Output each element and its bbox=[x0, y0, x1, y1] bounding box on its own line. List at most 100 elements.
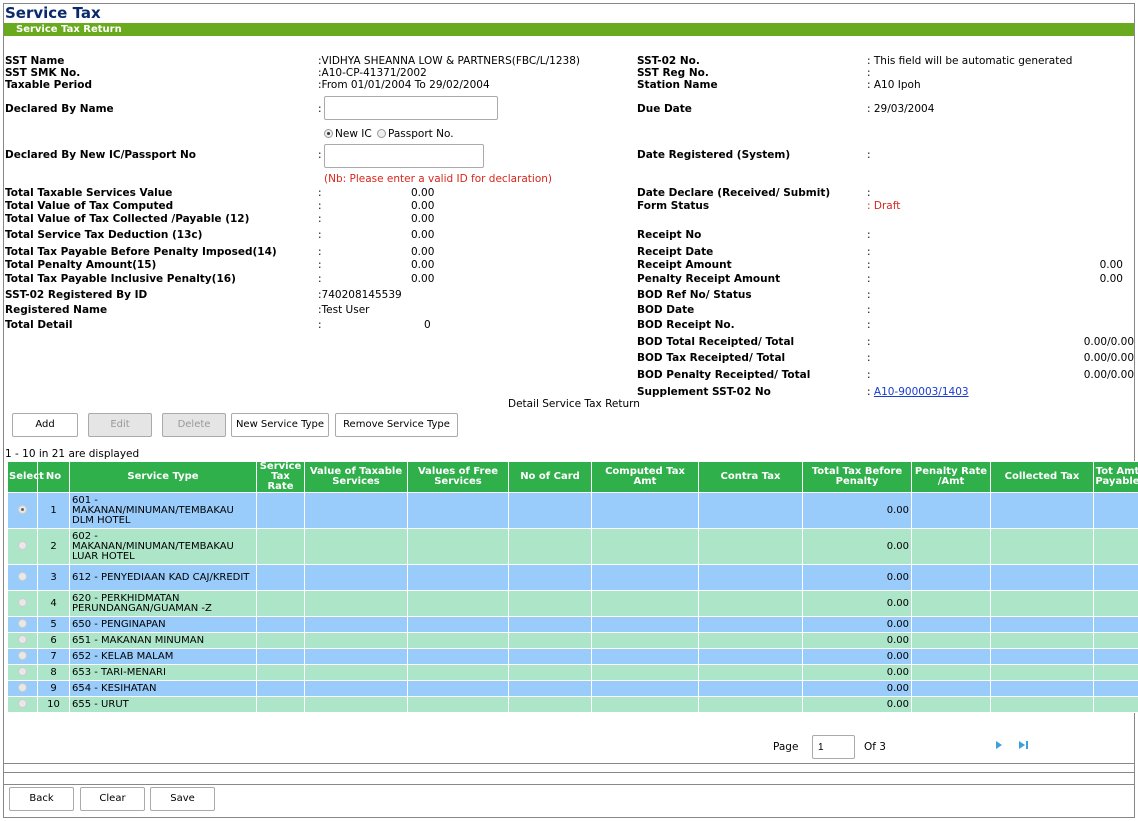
total-detail-colon: : bbox=[318, 319, 322, 331]
total-label: Total Service Tax Deduction (13c) bbox=[5, 229, 203, 241]
date-registered-label: Date Registered (System) bbox=[637, 149, 791, 161]
divider bbox=[4, 784, 1134, 785]
table-row[interactable]: 1 601 - MAKANAN/MINUMAN/TEMBAKAU DLM HOT… bbox=[7, 492, 1138, 529]
row-no: 6 bbox=[37, 632, 70, 649]
sst02-no-label: SST-02 No. bbox=[637, 55, 700, 67]
row-select-radio[interactable] bbox=[18, 682, 27, 692]
table-row[interactable]: 8 653 - TARI-MENARI 0.00 bbox=[7, 664, 1138, 681]
registered-name-value: :Test User bbox=[318, 304, 370, 316]
row-select-radio[interactable] bbox=[18, 650, 27, 660]
total-colon: : bbox=[318, 246, 322, 258]
registered-by-id-value: :740208145539 bbox=[318, 289, 402, 301]
last-page-icon[interactable] bbox=[1018, 740, 1030, 750]
table-row[interactable]: 2 602 - MAKANAN/MINUMAN/TEMBAKAU LUAR HO… bbox=[7, 528, 1138, 565]
col-header-select: Select bbox=[7, 461, 44, 493]
form-status-label: Form Status bbox=[637, 200, 710, 212]
receipt-amount-value: 0.00 bbox=[1099, 259, 1123, 271]
supplement-label: Supplement SST-02 No bbox=[637, 386, 771, 398]
row-select-radio[interactable] bbox=[18, 666, 27, 676]
row-no: 9 bbox=[37, 680, 70, 697]
ic-validation-note: (Nb: Please enter a valid ID for declara… bbox=[324, 173, 553, 185]
date-declare-value: : bbox=[867, 187, 871, 199]
bod-penalty-value: 0.00/0.00 bbox=[1083, 369, 1134, 381]
total-detail-label: Total Detail bbox=[5, 319, 73, 331]
receipt-no-value: : bbox=[867, 229, 871, 241]
row-select-radio[interactable] bbox=[18, 504, 27, 514]
total-label: Total Value of Tax Collected /Payable (1… bbox=[5, 213, 250, 225]
receipt-date-label: Receipt Date bbox=[637, 246, 714, 258]
station-name-value: : A10 Ipoh bbox=[867, 79, 921, 91]
page-number-input[interactable] bbox=[812, 735, 855, 759]
row-select-radio[interactable] bbox=[18, 698, 27, 708]
taxable-period-label: Taxable Period bbox=[5, 79, 92, 91]
col-header-contra-tax: Contra Tax bbox=[698, 461, 803, 493]
total-colon: : bbox=[318, 229, 322, 241]
add-button[interactable]: Add bbox=[12, 413, 78, 437]
sst-smk-value: :A10-CP-41371/2002 bbox=[318, 67, 427, 79]
row-total-tax: 0.00 bbox=[802, 648, 912, 665]
total-value: 0.00 bbox=[411, 259, 435, 271]
row-select-radio[interactable] bbox=[18, 618, 27, 628]
col-header-no-of-card: No of Card bbox=[508, 461, 592, 493]
station-name-label: Station Name bbox=[637, 79, 718, 91]
declared-by-ic-input[interactable] bbox=[324, 144, 484, 168]
clear-button[interactable]: Clear bbox=[80, 787, 145, 811]
sst-name-label: SST Name bbox=[5, 55, 65, 67]
supplement-value: : A10-900003/1403 bbox=[867, 386, 969, 398]
table-row[interactable]: 5 650 - PENGINAPAN 0.00 bbox=[7, 616, 1138, 633]
row-service-type: 651 - MAKANAN MINUMAN bbox=[69, 632, 257, 649]
passport-radio[interactable] bbox=[377, 129, 387, 138]
registered-name-label: Registered Name bbox=[5, 304, 108, 316]
row-no: 1 bbox=[37, 492, 70, 529]
total-colon: : bbox=[318, 213, 322, 225]
row-total-tax: 0.00 bbox=[802, 664, 912, 681]
new-service-type-button[interactable]: New Service Type bbox=[231, 413, 329, 437]
declared-by-name-input[interactable] bbox=[324, 96, 498, 120]
col-header-service-type: Service Type bbox=[69, 461, 257, 493]
total-value: 0.00 bbox=[411, 213, 435, 225]
penalty-receipt-amount-label: Penalty Receipt Amount bbox=[637, 273, 781, 285]
table-row[interactable]: 4 620 - PERKHIDMATAN PERUNDANGAN/GUAMAN … bbox=[7, 590, 1138, 617]
supplement-colon: : bbox=[867, 386, 874, 398]
row-service-type: 654 - KESIHATAN bbox=[69, 680, 257, 697]
total-value: 0.00 bbox=[411, 200, 435, 212]
detail-caption: Detail Service Tax Return bbox=[508, 398, 640, 410]
divider bbox=[4, 763, 1134, 764]
table-header-row: Select No Service Type Service Tax Rate … bbox=[7, 461, 1138, 493]
table-row[interactable]: 3 612 - PENYEDIAAN KAD CAJ/KREDIT 0.00 bbox=[7, 564, 1138, 591]
total-value: 0.00 bbox=[411, 229, 435, 241]
row-select-radio[interactable] bbox=[18, 597, 27, 607]
supplement-link[interactable]: A10-900003/1403 bbox=[873, 386, 969, 398]
service-type-table: Select No Service Type Service Tax Rate … bbox=[7, 461, 1138, 713]
new-ic-radio[interactable] bbox=[324, 129, 333, 138]
table-row[interactable]: 6 651 - MAKANAN MINUMAN 0.00 bbox=[7, 632, 1138, 649]
declared-by-name-label: Declared By Name bbox=[5, 103, 114, 115]
table-row[interactable]: 9 654 - KESIHATAN 0.00 bbox=[7, 680, 1138, 697]
row-service-type: 601 - MAKANAN/MINUMAN/TEMBAKAU DLM HOTEL bbox=[69, 492, 257, 529]
row-select-radio[interactable] bbox=[18, 540, 27, 550]
row-total-tax: 0.00 bbox=[802, 590, 912, 617]
registered-by-id-label: SST-02 Registered By ID bbox=[5, 289, 148, 301]
edit-button[interactable]: Edit bbox=[88, 413, 152, 437]
sst-smk-label: SST SMK No. bbox=[5, 67, 81, 79]
total-label: Total Taxable Services Value bbox=[5, 187, 173, 199]
table-row[interactable]: 10 655 - URUT 0.00 bbox=[7, 696, 1138, 713]
col-header-service-tax-rate: Service Tax Rate bbox=[256, 461, 305, 493]
row-no: 3 bbox=[37, 564, 70, 591]
pager-label: Page bbox=[773, 741, 799, 753]
table-row[interactable]: 7 652 - KELAB MALAM 0.00 bbox=[7, 648, 1138, 665]
row-service-type: 620 - PERKHIDMATAN PERUNDANGAN/GUAMAN -Z bbox=[69, 590, 257, 617]
row-service-type: 650 - PENGINAPAN bbox=[69, 616, 257, 633]
back-button[interactable]: Back bbox=[9, 787, 74, 811]
next-page-icon[interactable] bbox=[995, 740, 1003, 750]
row-total-tax: 0.00 bbox=[802, 564, 912, 591]
total-label: Total Tax Payable Inclusive Penalty(16) bbox=[5, 273, 236, 285]
remove-service-type-button[interactable]: Remove Service Type bbox=[335, 413, 458, 437]
total-colon: : bbox=[318, 273, 322, 285]
date-declare-label: Date Declare (Received/ Submit) bbox=[637, 187, 831, 199]
row-select-radio[interactable] bbox=[18, 634, 27, 644]
row-select-radio[interactable] bbox=[18, 571, 27, 581]
row-total-tax: 0.00 bbox=[802, 616, 912, 633]
save-button[interactable]: Save bbox=[150, 787, 215, 811]
delete-button[interactable]: Delete bbox=[162, 413, 226, 437]
